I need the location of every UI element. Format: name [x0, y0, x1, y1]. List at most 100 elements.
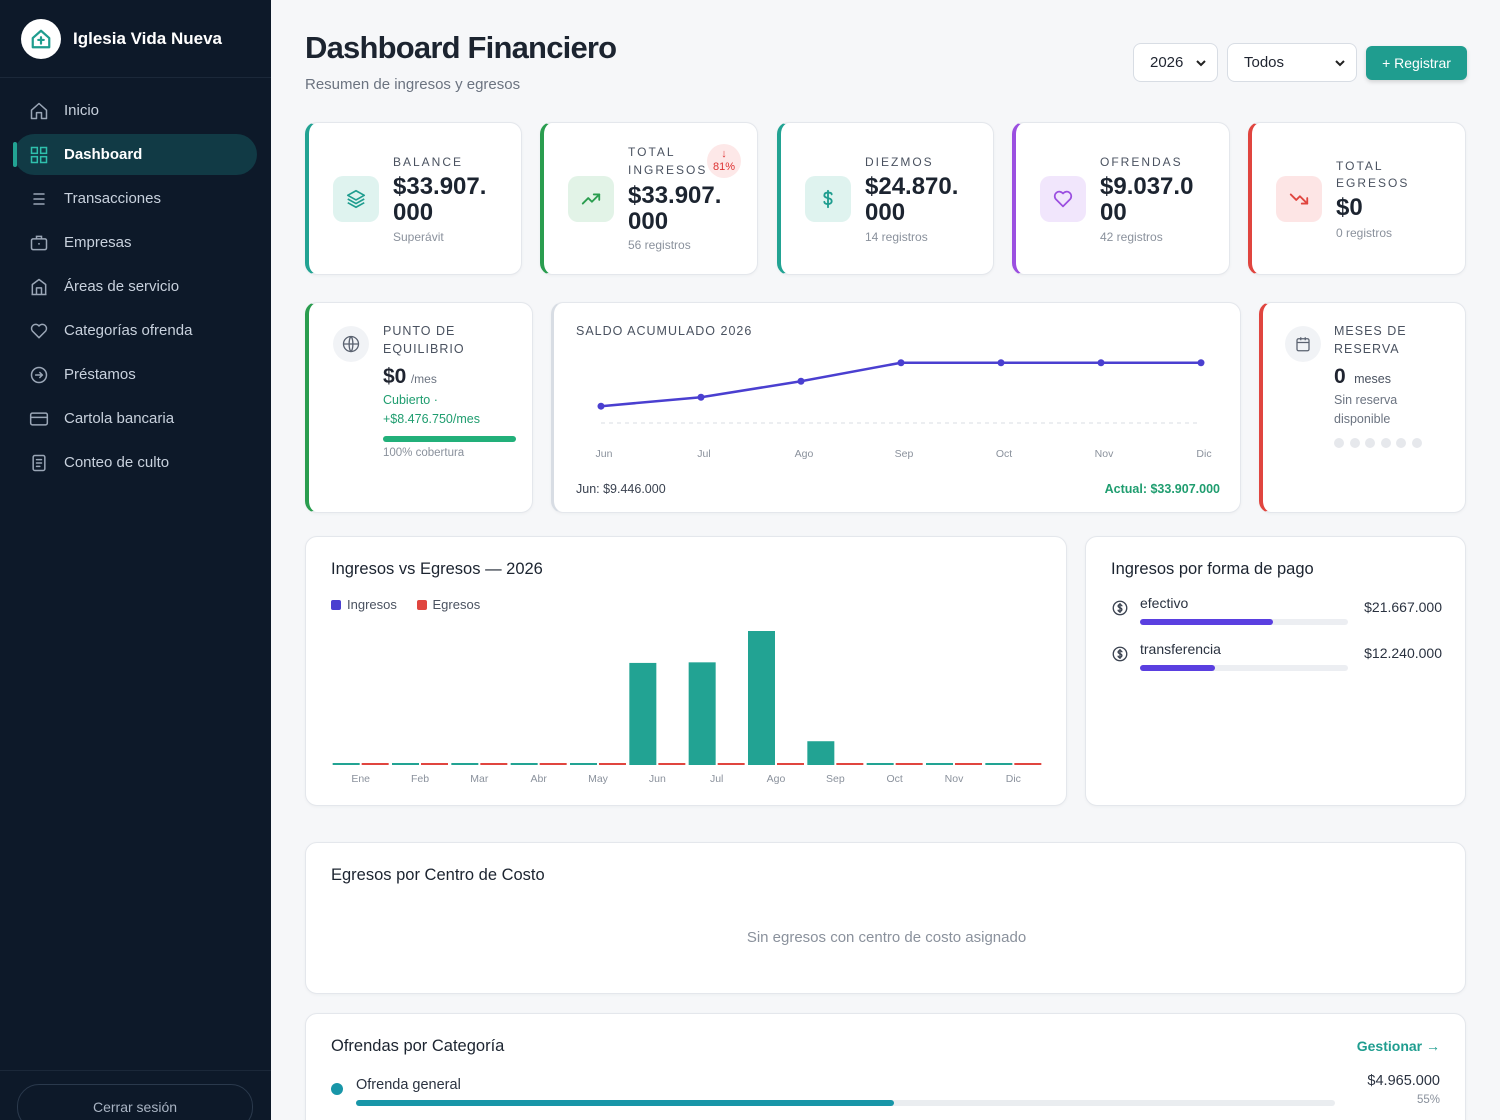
- coin-icon: [1112, 600, 1128, 616]
- forma-pago-fill: [1140, 619, 1274, 625]
- reserva-value: 0: [1334, 365, 1346, 388]
- forma-pago-amount: $21.667.000: [1364, 599, 1442, 615]
- sidebar-item-transacciones[interactable]: Transacciones: [14, 178, 257, 219]
- egresos-bar: [480, 763, 508, 765]
- balance-value-line1: $33.907.: [393, 173, 487, 200]
- legend-ingresos: Ingresos: [347, 597, 397, 612]
- equilibrio-label-line1: PUNTO DE: [383, 324, 456, 338]
- saldo-point: [597, 402, 605, 410]
- saldo-point: [797, 377, 805, 385]
- bar-x-tick: Jun: [649, 773, 666, 785]
- ingresos-change-badge: ↓ 81%: [707, 144, 741, 178]
- saldo-title: SALDO ACUMULADO 2026: [576, 324, 753, 338]
- ingresos-bar: [866, 763, 894, 765]
- gestionar-link[interactable]: Gestionar →: [1356, 1038, 1440, 1054]
- ofrendas-categoria-card: Ofrendas por Categoría Gestionar → Ofren…: [305, 1013, 1466, 1120]
- ofrendas-value-line2: 00: [1100, 199, 1127, 226]
- ofrendas-label: OFRENDAS: [1100, 155, 1183, 169]
- sidebar-item-prestamos[interactable]: Préstamos: [14, 354, 257, 395]
- briefcase-icon: [28, 232, 50, 254]
- legend-swatch-ingresos: [331, 600, 341, 610]
- saldo-x-tick: Oct: [996, 448, 1012, 460]
- sidebar-item-inicio[interactable]: Inicio: [14, 90, 257, 131]
- year-select[interactable]: 2026: [1133, 43, 1218, 82]
- sidebar-item-conteo[interactable]: Conteo de culto: [14, 442, 257, 483]
- saldo-x-tick: Sep: [895, 448, 914, 460]
- saldo-x-tick: Ago: [795, 448, 814, 460]
- ingresos-bar: [570, 763, 597, 765]
- sidebar-item-dashboard[interactable]: Dashboard: [13, 134, 257, 175]
- ingresos-sub: 56 registros: [628, 238, 691, 252]
- register-button[interactable]: + Registrar: [1366, 46, 1467, 80]
- sidebar-footer: Cerrar sesión: [0, 1070, 271, 1120]
- arrow-down-icon: ↓: [721, 148, 727, 160]
- sidebar-nav: Inicio Dashboard Transacciones Empresas …: [0, 90, 271, 483]
- heart-icon: [28, 320, 50, 342]
- brand: Iglesia Vida Nueva: [0, 0, 271, 78]
- balance-card: BALANCE $33.907. 000 Superávit: [305, 122, 522, 275]
- ingresos-bar: [510, 763, 538, 765]
- forma-pago-track: [1140, 665, 1348, 671]
- ingresos-value-line1: $33.907.: [628, 182, 722, 209]
- page-subtitle: Resumen de ingresos y egresos: [305, 76, 521, 93]
- bar-x-tick: Abr: [530, 773, 547, 785]
- egresos-value: $0: [1336, 194, 1363, 221]
- egresos-bar: [361, 763, 389, 765]
- egresos-bar: [717, 763, 745, 765]
- ingresos-bar: [629, 662, 657, 765]
- clipboard-icon: [28, 452, 50, 474]
- category-pct: 55%: [1416, 1094, 1440, 1106]
- category-amount: $4.965.000: [1367, 1073, 1440, 1089]
- globe-icon: [333, 326, 369, 362]
- sidebar-item-areas[interactable]: Áreas de servicio: [14, 266, 257, 307]
- ofrendas-sub: 42 registros: [1100, 230, 1163, 244]
- list-icon: [28, 188, 50, 210]
- bar-x-tick: Sep: [826, 773, 845, 785]
- sidebar-item-cartola[interactable]: Cartola bancaria: [14, 398, 257, 439]
- logout-button[interactable]: Cerrar sesión: [17, 1084, 253, 1120]
- diezmos-value-line2: 000: [865, 199, 906, 226]
- egresos-bar: [955, 763, 982, 765]
- filter-select-value: Todos: [1244, 54, 1285, 71]
- bar-x-tick: Oct: [886, 773, 902, 785]
- bar-x-tick: Ene: [351, 773, 370, 785]
- sidebar-item-categorias[interactable]: Categorías ofrenda: [14, 310, 257, 351]
- forma-pago-title: Ingresos por forma de pago: [1111, 560, 1314, 578]
- saldo-card: SALDO ACUMULADO 2026 Jun Jul Ago Sep Oct Nov D…: [551, 302, 1241, 513]
- bar-x-tick: May: [588, 773, 609, 785]
- legend-egresos: Egresos: [432, 597, 481, 612]
- category-track: [356, 1100, 1335, 1106]
- ingresos-bar: [748, 631, 775, 765]
- ingresos-bar: [985, 763, 1013, 765]
- filter-select[interactable]: Todos: [1227, 43, 1357, 82]
- balance-label: BALANCE: [393, 155, 464, 169]
- diezmos-sub: 14 registros: [865, 230, 928, 244]
- saldo-current: Actual: $33.907.000: [1104, 482, 1220, 496]
- chevron-down-icon: [1196, 60, 1206, 67]
- diezmos-label: DIEZMOS: [865, 155, 934, 169]
- ingresos-label-line1: TOTAL: [628, 145, 676, 159]
- card-icon: [28, 408, 50, 430]
- sidebar-item-label: Conteo de culto: [64, 454, 170, 471]
- equilibrio-value-row: $0 /mes: [383, 365, 437, 389]
- forma-pago-track: [1140, 619, 1348, 625]
- chevron-down-icon: [1335, 60, 1345, 67]
- reserva-label-line2: RESERVA: [1334, 342, 1400, 356]
- saldo-line-chart: Jun Jul Ago Sep Oct Nov Dic: [596, 359, 1212, 460]
- grid-icon: [28, 144, 50, 166]
- ingresos-egresos-bar-chart: Ene Feb Mar Abr May Jun Jul Ago Sep Oct Nov Dic: [332, 631, 1042, 785]
- equilibrio-label-line2: EQUILIBRIO: [383, 342, 465, 356]
- egresos-bar: [895, 763, 923, 765]
- sidebar-item-empresas[interactable]: Empresas: [14, 222, 257, 263]
- reserva-dot: [1365, 438, 1376, 448]
- page-title: Dashboard Financiero: [305, 30, 617, 65]
- legend-swatch-egresos: [416, 600, 427, 610]
- reserva-dot: [1411, 438, 1422, 448]
- coverage-label: 100% cobertura: [383, 447, 465, 459]
- category-color-dot: [331, 1083, 343, 1095]
- reserva-dots: [1334, 438, 1428, 448]
- building-icon: [28, 276, 50, 298]
- coin-icon: [1112, 646, 1128, 662]
- bar-x-tick: Nov: [945, 773, 964, 785]
- equilibrio-covered: Cubierto ·: [383, 393, 438, 407]
